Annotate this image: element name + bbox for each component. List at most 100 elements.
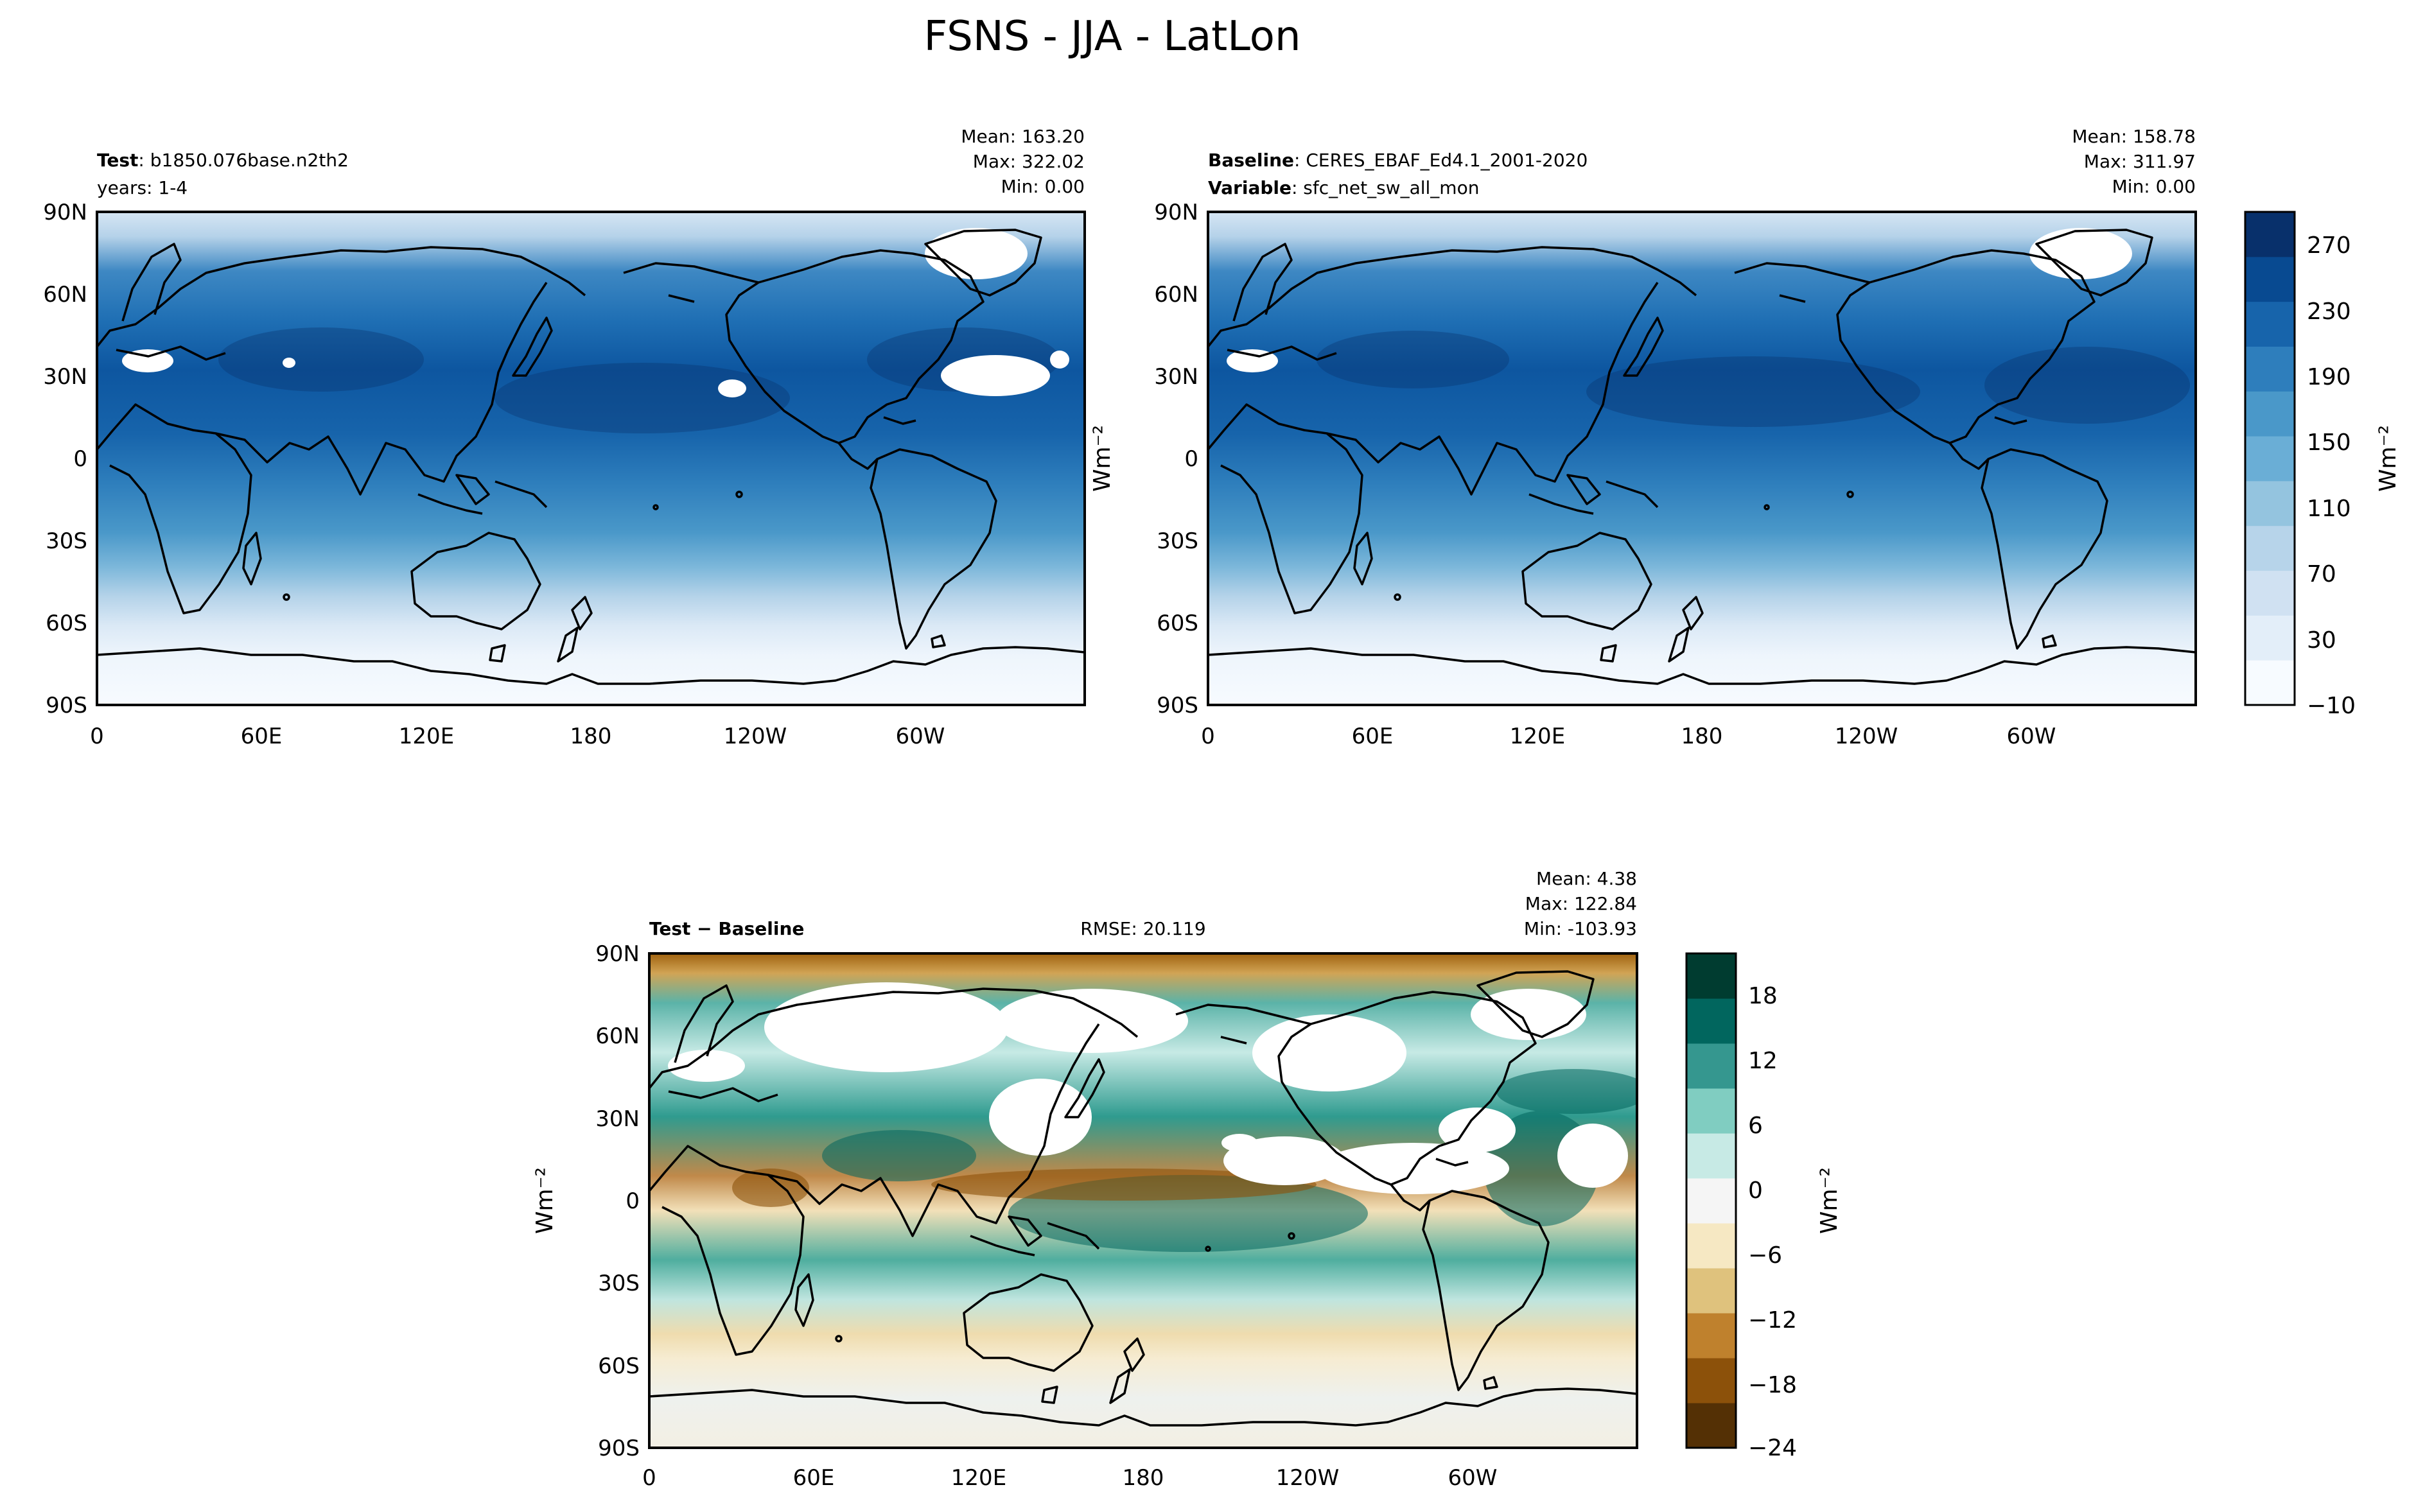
cbar-top-tick-190: 190: [2307, 364, 2351, 390]
lon-tick-120e: 120E: [951, 1465, 1006, 1491]
baseline-stat-min: Min: 0.00: [2112, 176, 2196, 197]
colorbar-top-block-8: [2245, 301, 2295, 347]
lat-tick-90n: 90N: [43, 200, 87, 225]
lat-tick-30s: 30S: [46, 528, 87, 554]
cbar-diff-tick-0: 0: [1748, 1177, 1763, 1204]
lat-tick-0: 0: [73, 446, 87, 472]
lon-tick-180: 180: [570, 724, 612, 749]
lat-tick-60s: 60S: [598, 1353, 640, 1379]
colorbar-top-label: Wm⁻²: [2375, 425, 2401, 492]
diff-stat-min: Min: -103.93: [1524, 918, 1637, 939]
baseline-label: Baseline: CERES_EBAF_Ed4.1_2001-2020: [1208, 150, 1588, 171]
cbar-diff-tick-18: 18: [1748, 983, 1778, 1009]
colorbar-top-block-9: [2245, 256, 2295, 302]
lat-tick-90s: 90S: [1157, 693, 1198, 718]
baseline-lat-ticks: 90N 60N 30N 0 30S 60S 90S: [1154, 200, 1198, 718]
colorbar-top-block-0: [2245, 660, 2295, 706]
colorbar-diff-block-3: [1686, 1268, 1736, 1314]
lon-tick-180: 180: [1681, 724, 1723, 749]
diff-stat-mean: Mean: 4.38: [1536, 868, 1637, 889]
colorbar-top-block-7: [2245, 346, 2295, 392]
baseline-variable: Variable: sfc_net_sw_all_mon: [1208, 177, 1479, 198]
test-missing-atlantic: [941, 355, 1050, 396]
colorbar-top-block-4: [2245, 480, 2295, 526]
lon-tick-120e: 120E: [399, 724, 454, 749]
lon-tick-0: 0: [642, 1465, 656, 1491]
lon-tick-120e: 120E: [1510, 724, 1565, 749]
lat-tick-90n: 90N: [595, 941, 640, 967]
diff-map-frame: [648, 952, 1638, 1449]
lon-tick-120w: 120W: [1835, 724, 1898, 749]
lat-tick-60n: 60N: [595, 1023, 640, 1049]
lat-tick-60n: 60N: [43, 282, 87, 308]
lon-tick-0: 0: [90, 724, 104, 749]
lon-tick-60w: 60W: [2007, 724, 2056, 749]
diff-stat-max: Max: 122.84: [1525, 893, 1637, 914]
test-stat-max: Max: 322.02: [973, 151, 1085, 172]
lon-tick-60e: 60E: [1352, 724, 1394, 749]
diff-map-panel: Test − Baseline RMSE: 20.119 Mean: 4.38 …: [532, 868, 1638, 1491]
cbar-diff-tick-6: 6: [1748, 1113, 1763, 1139]
cbar-top-tick-230: 230: [2307, 299, 2351, 325]
cbar-diff-tick-minus18: −18: [1748, 1372, 1797, 1398]
colorbar-top-block-5: [2245, 436, 2295, 482]
test-label: Test: b1850.076base.n2th2: [97, 150, 349, 171]
colorbar-diff-blocks: [1686, 953, 1736, 1448]
cbar-top-tick-70: 70: [2307, 561, 2336, 587]
diff-units-label: Wm⁻²: [532, 1167, 558, 1234]
colorbar-diff-block-6: [1686, 1133, 1736, 1179]
baseline-field: [1208, 212, 2196, 705]
lat-tick-30n: 30N: [595, 1106, 640, 1132]
diff-lon-ticks: 0 60E 120E 180 120W 60W: [642, 1465, 1497, 1491]
colorbar-top-block-3: [2245, 525, 2295, 571]
test-map-frame: [96, 211, 1086, 706]
lat-tick-90s: 90S: [598, 1436, 640, 1461]
lat-tick-90s: 90S: [46, 693, 87, 718]
colorbar-diff-block-9: [1686, 998, 1736, 1044]
lon-tick-60w: 60W: [1448, 1465, 1498, 1491]
colorbar-top: 270 230 190 150 110 70 30 −10 Wm⁻²: [2244, 211, 2401, 719]
baseline-lon-ticks: 0 60E 120E 180 120W 60W: [1201, 724, 2056, 749]
test-lat-ticks: 90N 60N 30N 0 30S 60S 90S: [43, 200, 87, 718]
test-years: years: 1-4: [97, 177, 188, 198]
baseline-units-label: Wm⁻²: [1089, 425, 1116, 492]
cbar-diff-tick-12: 12: [1748, 1048, 1778, 1074]
diff-missing-areas: [668, 982, 1628, 1194]
lat-tick-30n: 30N: [1154, 364, 1198, 390]
cbar-top-tick-30: 30: [2307, 627, 2336, 654]
colorbar-diff-label: Wm⁻²: [1816, 1167, 1843, 1234]
lon-tick-60e: 60E: [793, 1465, 835, 1491]
cbar-top-tick-minus10: −10: [2307, 693, 2356, 719]
colorbar-top-block-1: [2245, 615, 2295, 661]
colorbar-top-frame: [2244, 211, 2296, 706]
test-lon-ticks: 0 60E 120E 180 120W 60W: [90, 724, 945, 749]
cbar-top-tick-150: 150: [2307, 430, 2351, 456]
lat-tick-30n: 30N: [43, 364, 87, 390]
colorbar-diff: 18 12 6 0 −6 −12 −18 −24 Wm⁻²: [1685, 952, 1843, 1461]
figure-title: FSNS - JJA - LatLon: [924, 13, 1301, 60]
test-stat-mean: Mean: 163.20: [961, 126, 1085, 147]
lat-tick-30s: 30S: [598, 1271, 640, 1296]
colorbar-diff-block-1: [1686, 1358, 1736, 1403]
test-field: [97, 212, 1085, 705]
lon-tick-0: 0: [1201, 724, 1215, 749]
lon-tick-180: 180: [1123, 1465, 1164, 1491]
lat-tick-90n: 90N: [1154, 200, 1198, 225]
cbar-diff-tick-minus24: −24: [1748, 1435, 1797, 1461]
baseline-map-frame: [1207, 211, 2197, 706]
cbar-top-tick-270: 270: [2307, 232, 2351, 259]
lat-tick-60s: 60S: [1157, 611, 1198, 636]
colorbar-diff-block-4: [1686, 1223, 1736, 1269]
cbar-top-tick-110: 110: [2307, 496, 2351, 522]
lon-tick-120w: 120W: [724, 724, 787, 749]
colorbar-top-blocks: [2245, 212, 2295, 706]
colorbar-top-block-6: [2245, 391, 2295, 437]
colorbar-diff-block-7: [1686, 1088, 1736, 1134]
lon-tick-120w: 120W: [1276, 1465, 1340, 1491]
baseline-stat-mean: Mean: 158.78: [2072, 126, 2196, 147]
test-stat-min: Min: 0.00: [1001, 176, 1085, 197]
test-map-panel: Test: b1850.076base.n2th2 years: 1-4 Mea…: [43, 126, 1086, 749]
lon-tick-60w: 60W: [896, 724, 945, 749]
colorbar-diff-block-5: [1686, 1178, 1736, 1224]
